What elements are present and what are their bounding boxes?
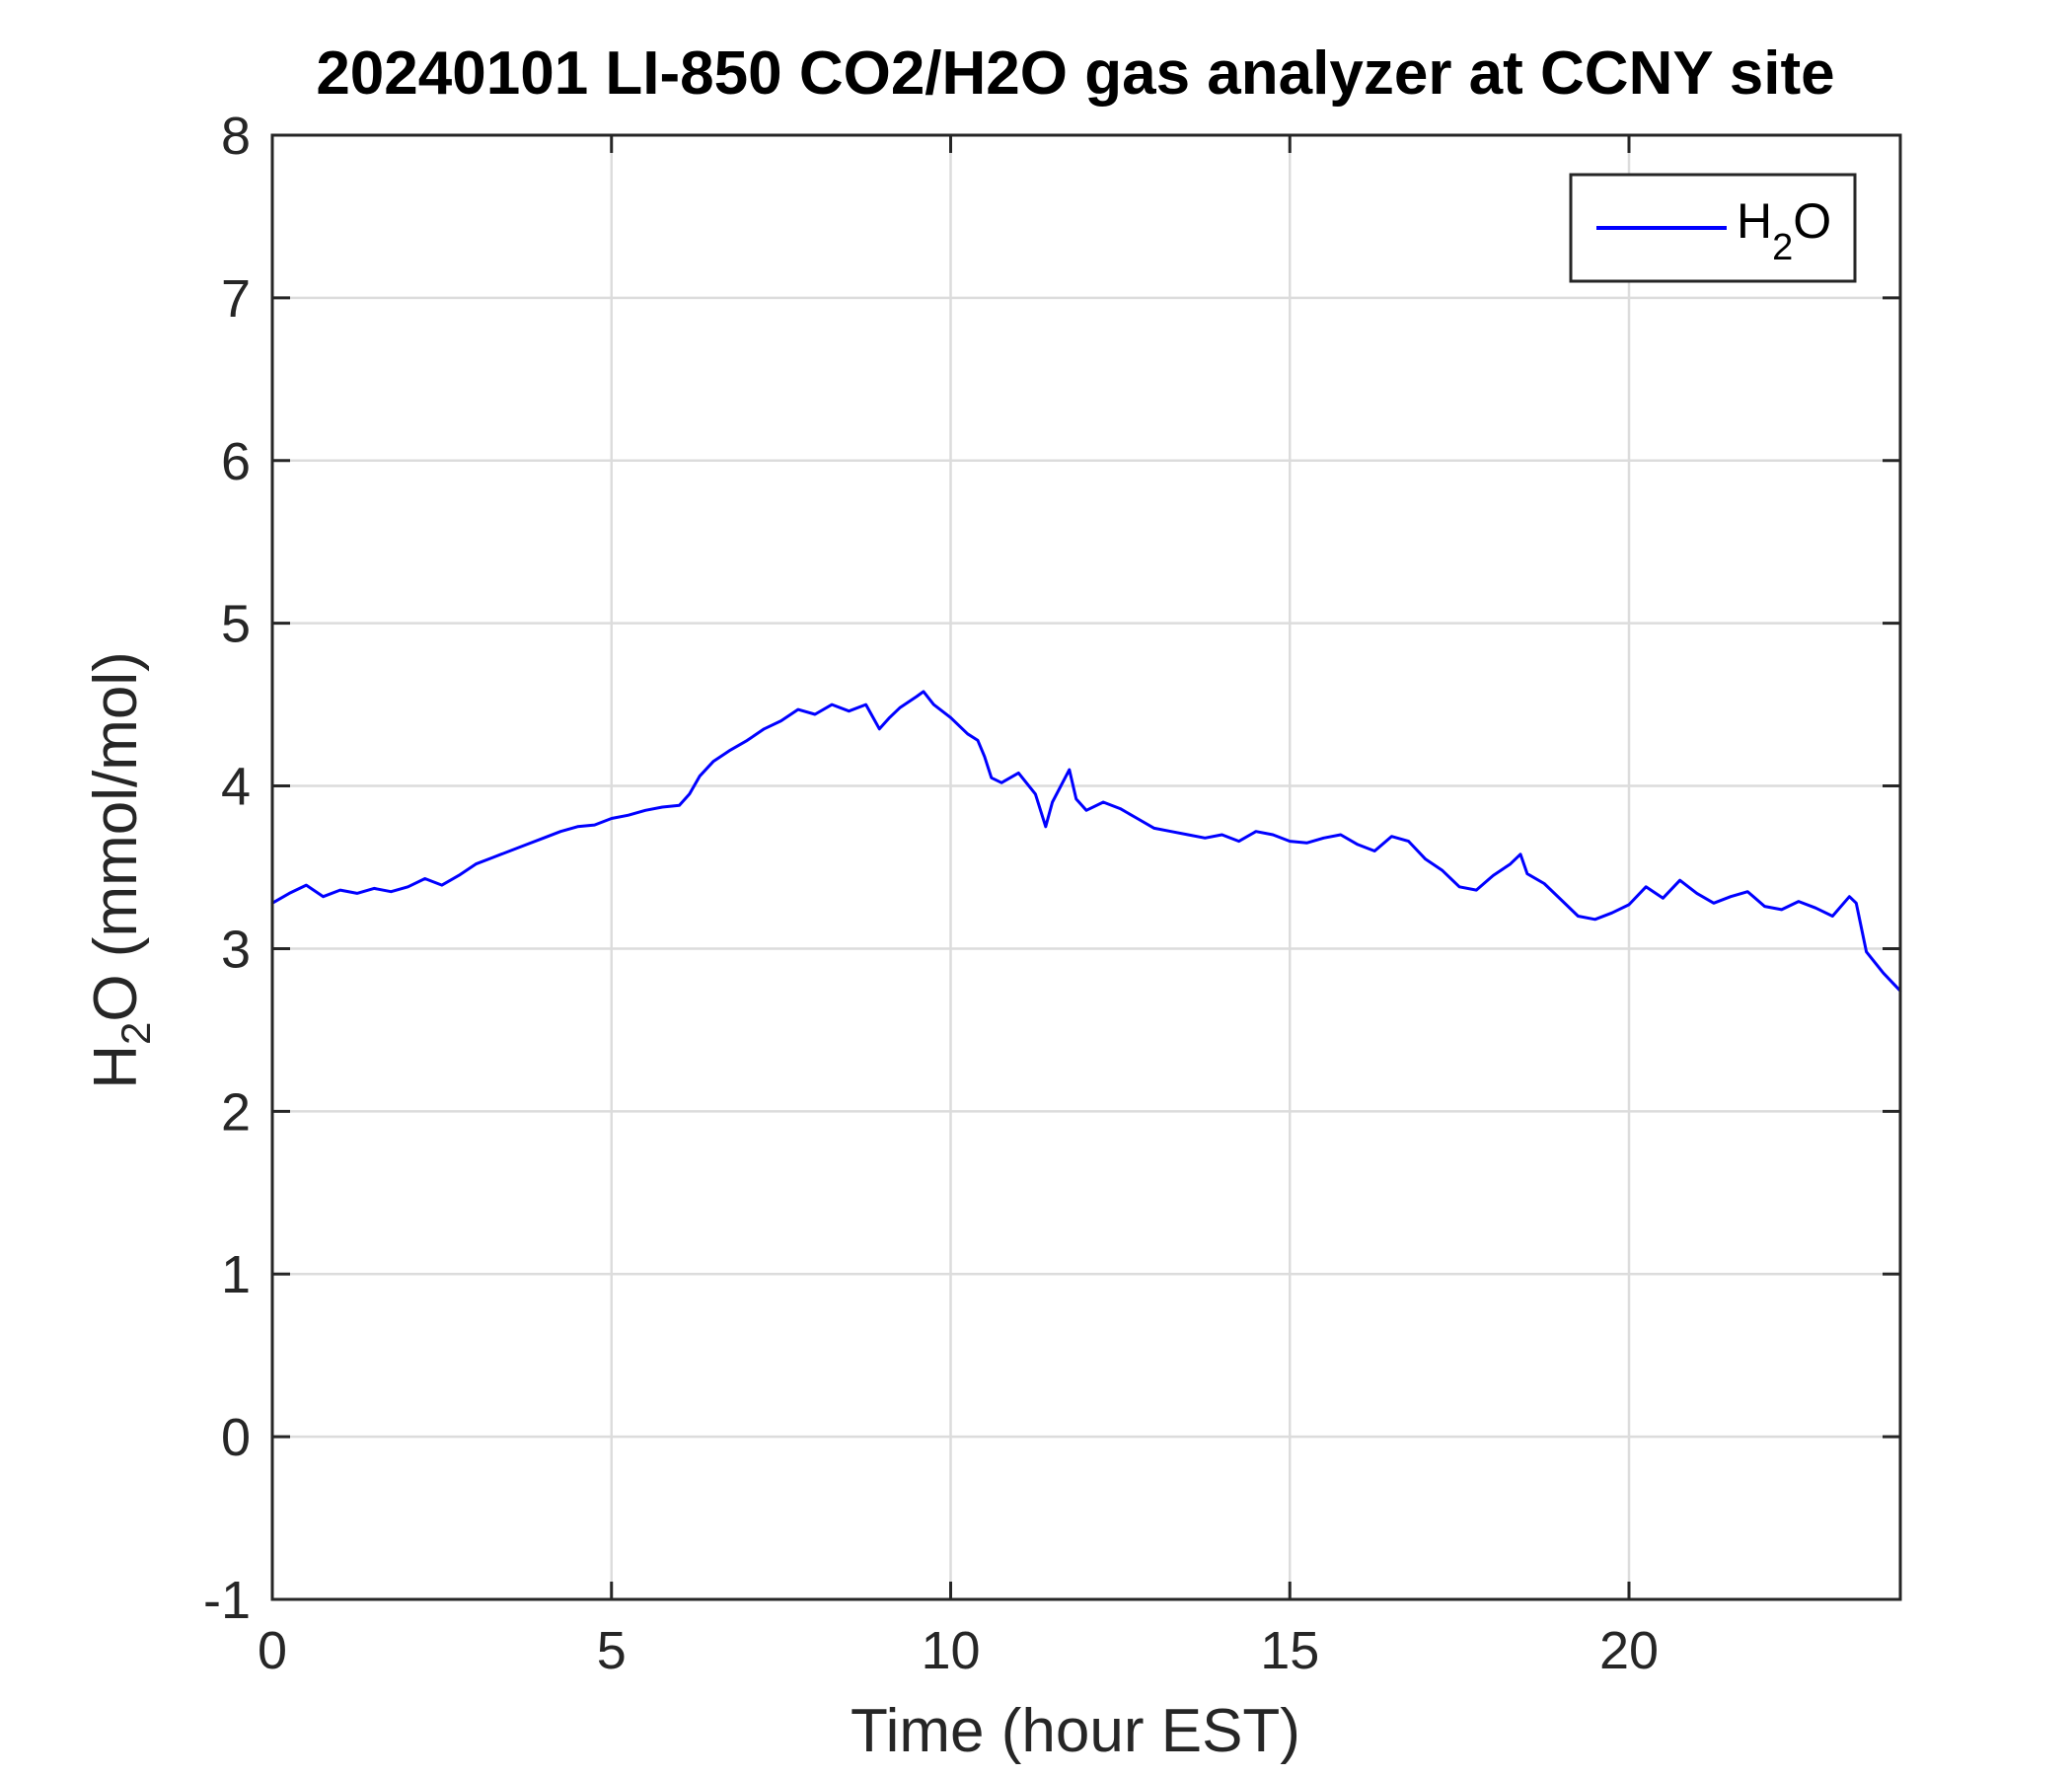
y-axis-label-rest: O (mmol/mol)	[82, 651, 150, 1021]
legend-label-main: H	[1737, 193, 1772, 249]
x-axis-label: Time (hour EST)	[851, 1697, 1300, 1765]
y-tick-label: 0	[221, 1408, 251, 1467]
series-line-h2o	[270, 690, 1902, 993]
y-axis-label-subscript: 2	[112, 1022, 159, 1045]
axes-layer	[270, 133, 1902, 1601]
legend-label-subscript: 2	[1772, 227, 1793, 268]
grid-layer	[272, 135, 1900, 1599]
x-tick-label: 15	[1260, 1621, 1319, 1680]
y-tick-label: 6	[221, 432, 251, 491]
chart-title: 20240101 LI-850 CO2/H2O gas analyzer at …	[316, 39, 1834, 108]
y-tick-label: 8	[221, 107, 251, 166]
y-tick-label: 2	[221, 1082, 251, 1142]
x-tick-label: 0	[258, 1621, 287, 1680]
y-tick-label: 7	[221, 269, 251, 329]
data-layer	[270, 690, 1902, 993]
y-tick-label: 3	[221, 920, 251, 979]
y-axis-label: H2O (mmol/mol)	[82, 651, 159, 1089]
x-tick-label: 20	[1599, 1621, 1659, 1680]
legend-label-rest: O	[1793, 193, 1831, 249]
plot-area-frame	[270, 133, 1902, 1601]
x-tick-label: 10	[921, 1621, 980, 1680]
y-tick-label: 5	[221, 595, 251, 654]
x-tick-label: 5	[597, 1621, 627, 1680]
y-tick-label: 4	[221, 758, 251, 817]
legend-label-h2o: H2O	[1737, 193, 1831, 268]
y-tick-label: -1	[203, 1571, 251, 1630]
y-axis-label-main: H	[82, 1045, 150, 1089]
legend: H2O	[1569, 173, 1857, 283]
y-tick-label: 1	[221, 1245, 251, 1304]
